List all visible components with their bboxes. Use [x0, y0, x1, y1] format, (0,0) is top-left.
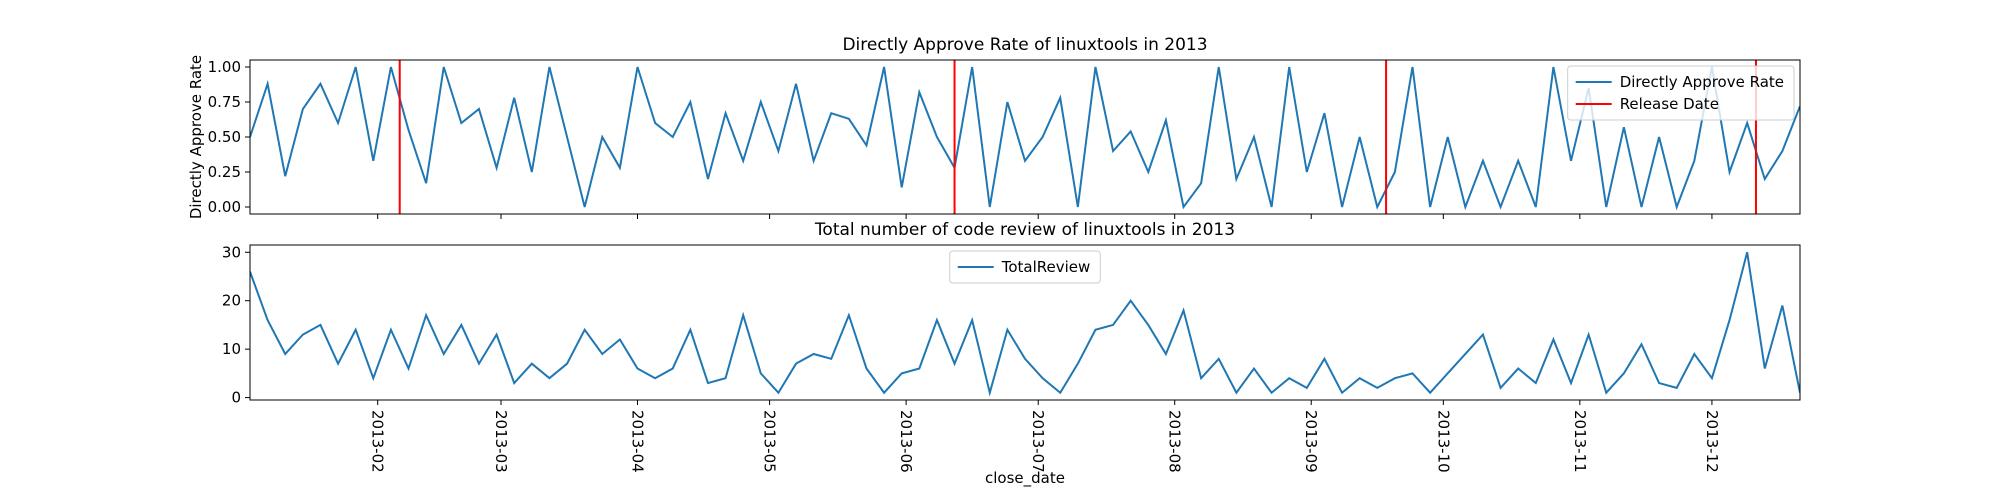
y-tick-label: 0.25 — [208, 163, 241, 181]
legend-box — [949, 250, 1101, 284]
y-tick-label: 20 — [222, 292, 241, 310]
x-tick-label: 2013-09 — [1302, 410, 1320, 473]
y-axis-label: Directly Approve Rate — [187, 55, 205, 219]
x-tick-label: 2013-08 — [1166, 410, 1184, 473]
x-tick-label: 2013-06 — [897, 410, 915, 473]
subplot: Directly Approve Rate of linuxtools in 2… — [187, 35, 1801, 219]
x-tick-label: 2013-05 — [761, 410, 779, 473]
legend-box — [1567, 65, 1795, 121]
legend: TotalReview — [949, 250, 1101, 284]
legend: Directly Approve Rate Release Date — [1567, 65, 1795, 121]
legend-label: Directly Approve Rate — [1620, 73, 1784, 91]
y-tick-label: 10 — [222, 340, 241, 358]
x-tick-label: 2013-12 — [1703, 410, 1721, 473]
y-tick-label: 0.00 — [208, 198, 241, 216]
x-tick-label: 2013-04 — [629, 410, 647, 473]
subplot: Total number of code review of linuxtool… — [222, 220, 1801, 488]
chart-title: Total number of code review of linuxtool… — [814, 220, 1235, 240]
data-line — [250, 66, 1800, 211]
axes-frame — [249, 244, 1801, 401]
y-tick-label: 0.50 — [208, 128, 241, 146]
y-tick-label: 1.00 — [208, 58, 241, 76]
y-tick-label: 0.75 — [208, 93, 241, 111]
y-tick-label: 30 — [222, 243, 241, 261]
x-tick-label: 2013-10 — [1434, 410, 1452, 473]
x-tick-label: 2013-07 — [1029, 410, 1047, 473]
legend-label: TotalReview — [1001, 258, 1091, 276]
legend-label: Release Date — [1620, 95, 1719, 113]
x-tick-label: 2013-02 — [369, 410, 387, 473]
chart-title: Directly Approve Rate of linuxtools in 2… — [842, 35, 1207, 55]
axes-frame — [249, 59, 1801, 215]
x-tick-label: 2013-03 — [492, 410, 510, 473]
y-tick-label: 0 — [231, 389, 241, 407]
x-tick-label: 2013-11 — [1571, 410, 1589, 473]
x-axis-label: close_date — [985, 469, 1065, 488]
data-line — [250, 252, 1800, 397]
